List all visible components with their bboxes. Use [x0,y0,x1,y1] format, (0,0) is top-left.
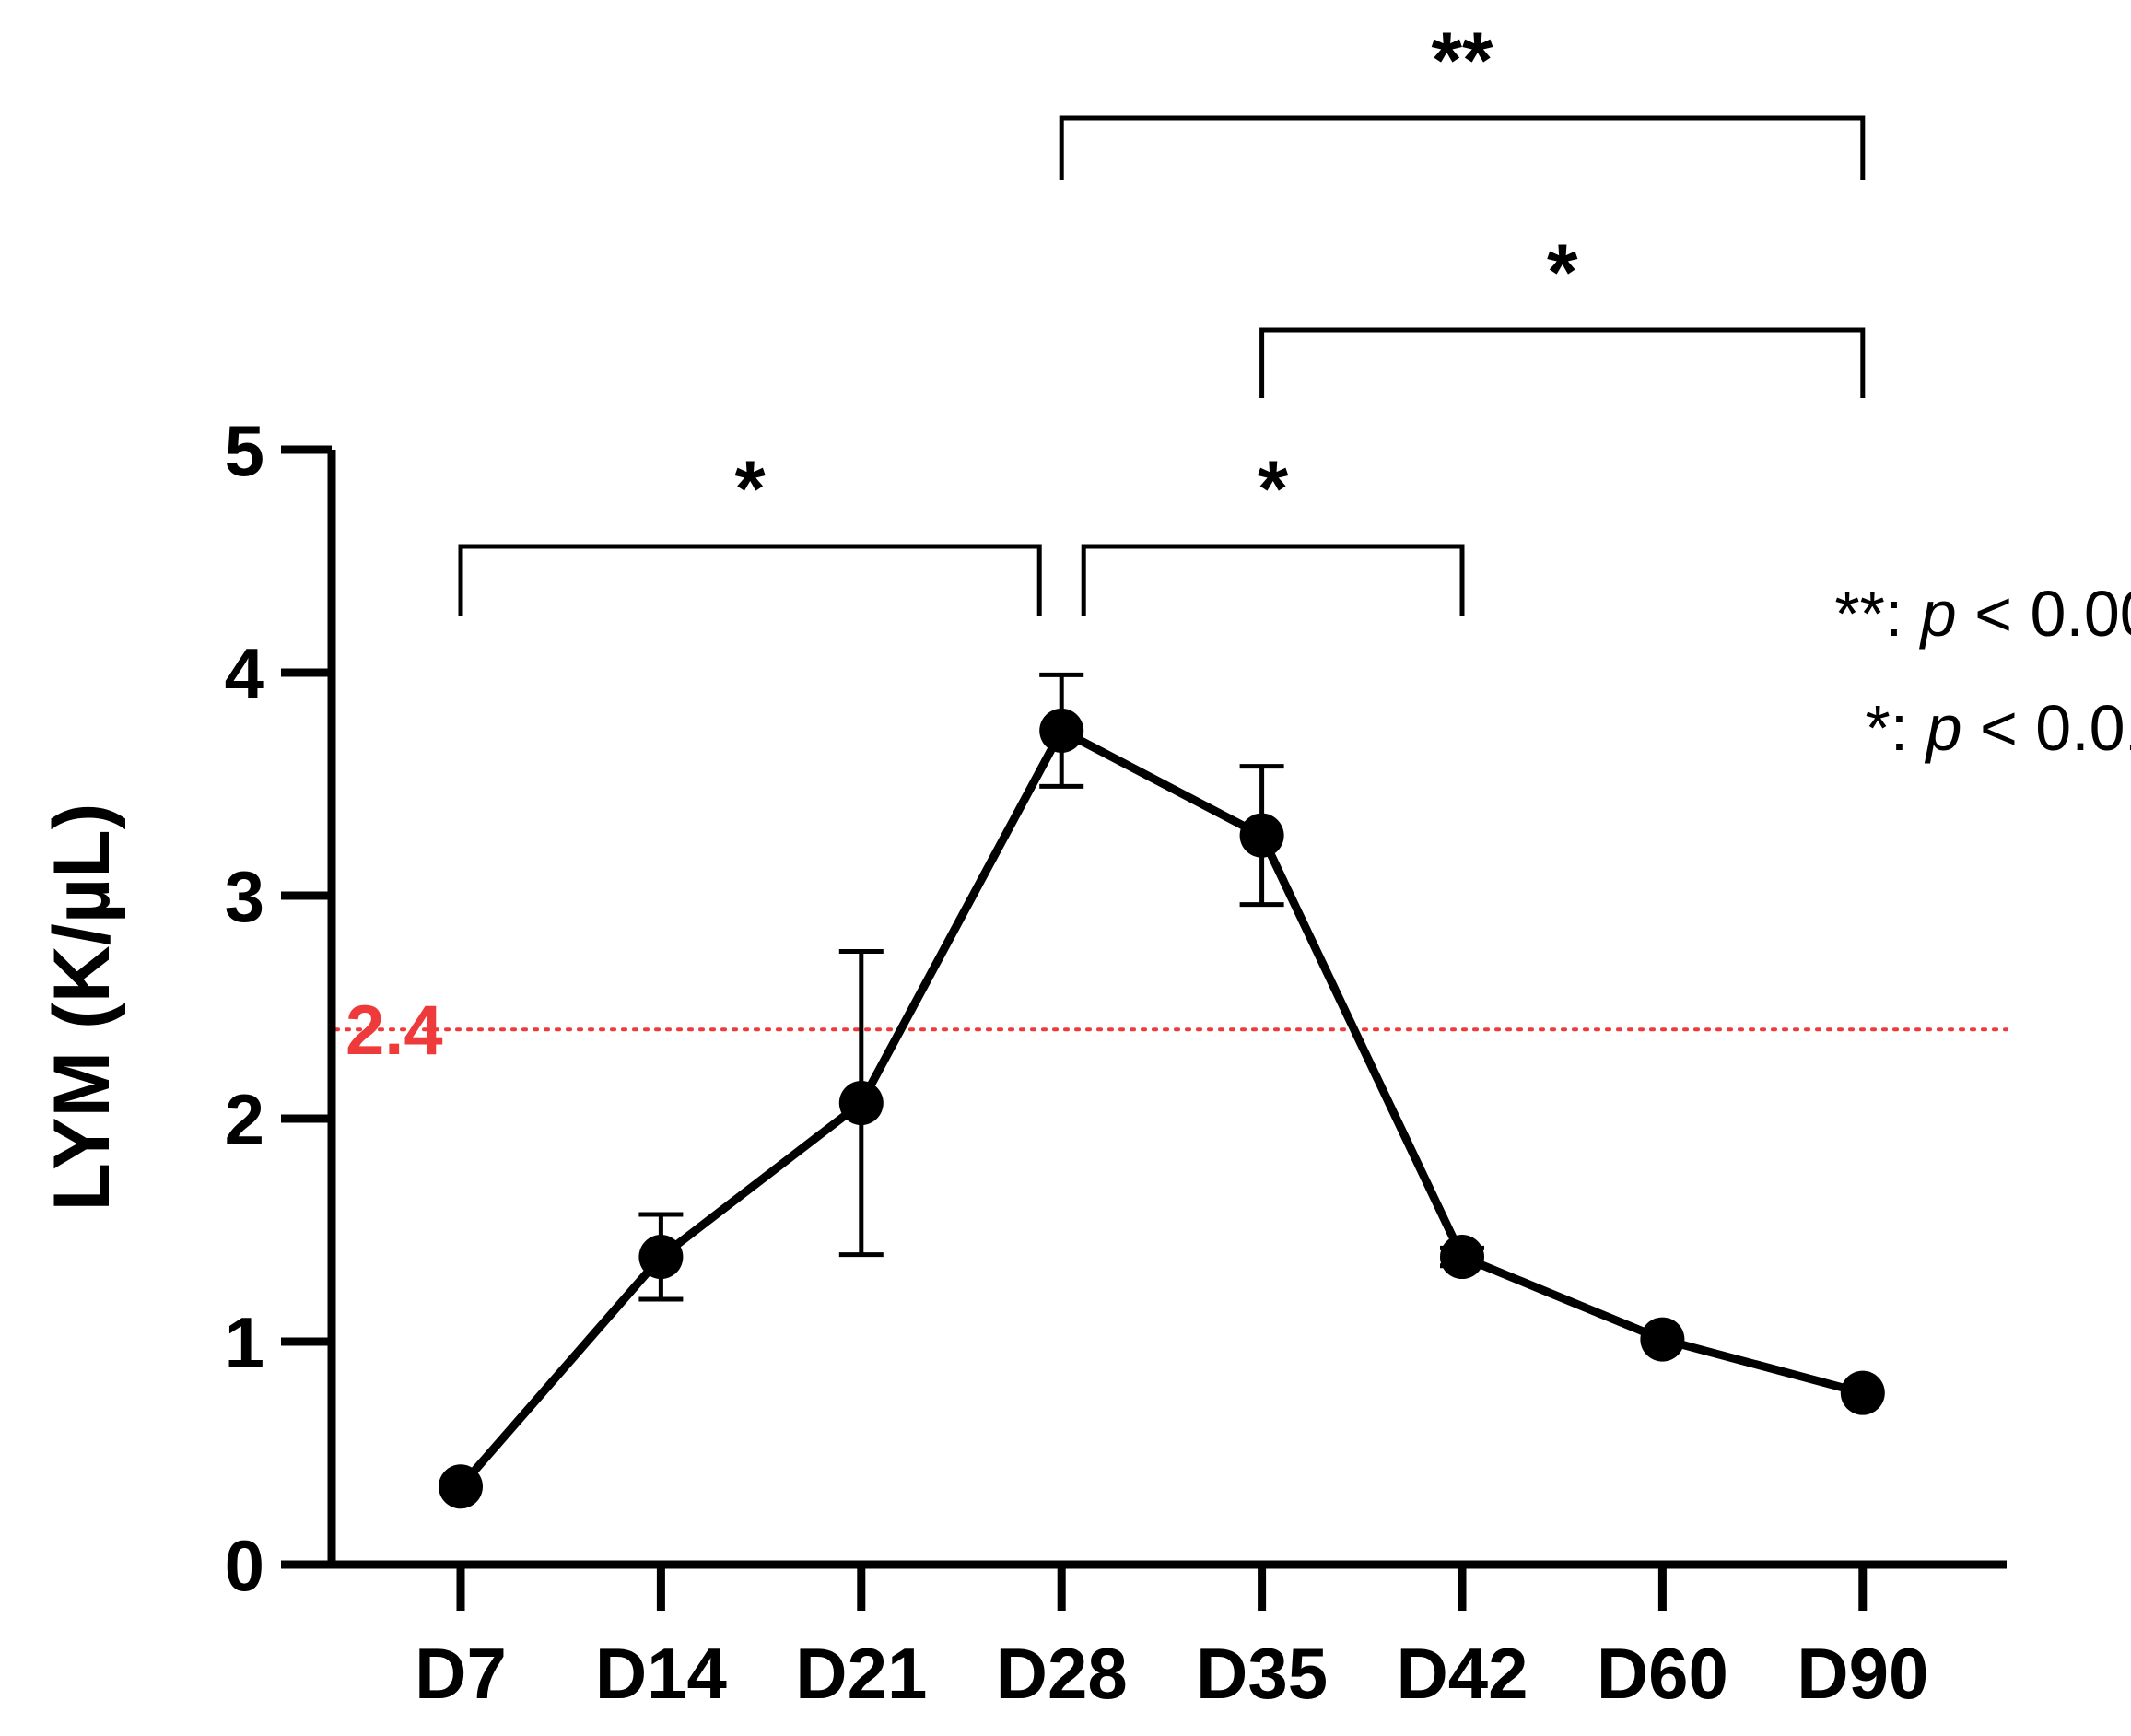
significance-stars: * [734,445,766,534]
significance-bracket [458,544,1042,616]
x-tick-label: D21 [795,1633,927,1714]
x-tick-label: D90 [1797,1633,1928,1714]
significance-bracket [1259,327,1866,398]
y-tick-label: 1 [225,1302,264,1383]
y-tick-label: 3 [225,856,264,937]
significance-legend: **: p < 0.006 *: p < 0.01 [1834,578,2131,764]
data-point [1840,1370,1885,1415]
series-lym [439,672,1885,1509]
data-point [1239,813,1284,858]
legend-p-symbol: p [1919,578,1957,650]
y-axis-title: LYM (K/µL) [38,803,126,1212]
reference-line-label: 2.4 [345,991,443,1070]
data-point [1039,708,1084,753]
significance-stars: ** [1432,17,1493,105]
legend-stars: **: [1834,578,1920,650]
significance-bracket [1081,544,1465,616]
x-tick-label: D14 [595,1633,727,1714]
axes [327,450,2007,1569]
x-tick-label: D60 [1597,1633,1728,1714]
x-ticks: D7 D14 D21 D28 D35 D42 D60 D90 [415,1565,1928,1714]
legend-threshold: < 0.01 [1962,692,2131,764]
data-point [638,1235,684,1280]
series-line [457,726,1864,1490]
data-point [1440,1235,1484,1280]
legend-p-symbol: p [1925,692,1962,764]
legend-entry: **: p < 0.006 [1834,578,2131,650]
legend-threshold: < 0.006 [1957,578,2131,650]
y-tick-label: 4 [225,633,264,714]
reference-line-layer: 2.4 [334,991,2008,1070]
x-tick-label: D28 [996,1633,1128,1714]
significance-brackets: * **** [458,17,1866,616]
legend-entry: *: p < 0.01 [1865,692,2131,764]
x-tick-label: D7 [415,1633,507,1714]
significance-bracket [1059,115,1866,180]
legend-stars: *: [1865,692,1926,764]
y-tick-label: 2 [225,1079,264,1160]
data-point [1640,1317,1685,1362]
data-point [439,1464,483,1509]
x-tick-label: D42 [1396,1633,1528,1714]
x-tick-label: D35 [1196,1633,1328,1714]
significance-stars: * [1547,229,1578,317]
data-point [838,1081,884,1126]
significance-stars: * [1258,445,1289,534]
y-ticks: 0 1 2 3 4 5 [225,410,332,1606]
y-tick-label: 5 [225,410,264,491]
y-tick-label: 0 [225,1525,264,1606]
